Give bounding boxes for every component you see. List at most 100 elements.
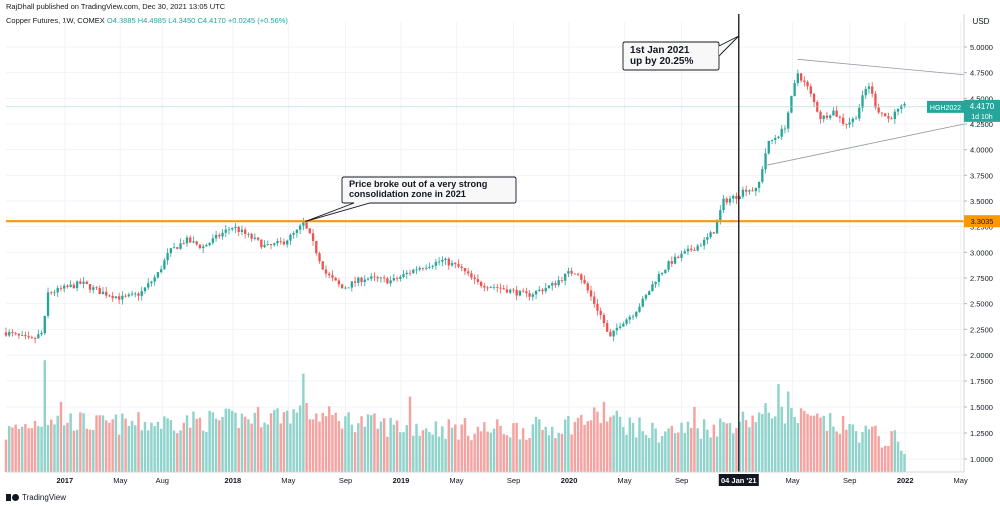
- volume-bar: [499, 426, 502, 472]
- volume-bar: [473, 433, 476, 472]
- candle-body: [606, 323, 609, 332]
- candle-body: [72, 284, 76, 289]
- volume-bar: [276, 408, 279, 472]
- volume-bar: [761, 414, 764, 472]
- volume-bar: [874, 425, 877, 472]
- candle-body: [163, 260, 166, 270]
- candle-body: [518, 290, 522, 296]
- candle-body: [224, 229, 227, 233]
- candle-body: [793, 83, 796, 96]
- candle-body: [279, 241, 282, 242]
- volume-bar: [502, 434, 505, 472]
- candle-body: [298, 225, 302, 230]
- candle-body: [53, 292, 56, 294]
- volume-bar: [887, 446, 890, 472]
- volume-bar: [201, 430, 205, 472]
- candle-body: [140, 291, 143, 296]
- volume-bar: [896, 441, 900, 472]
- volume-bar: [531, 424, 535, 472]
- candle-body: [334, 277, 337, 281]
- volume-bar: [156, 421, 160, 472]
- candle-body: [176, 247, 179, 249]
- volume-bar: [680, 422, 683, 472]
- candle-body: [657, 274, 661, 282]
- volume-bar: [466, 435, 470, 472]
- candle-body: [311, 233, 315, 241]
- candle-body: [871, 86, 874, 94]
- volume-bar: [538, 419, 541, 472]
- volume-bar: [858, 442, 861, 472]
- candle-body: [444, 258, 447, 260]
- volume-bar: [392, 424, 396, 472]
- candle-body: [98, 288, 101, 295]
- volume-bar: [441, 426, 444, 472]
- volume-bar: [686, 421, 690, 472]
- volume-bar: [615, 410, 619, 472]
- y-tick-label: 3.7500: [970, 171, 993, 180]
- candle-body: [408, 272, 412, 274]
- candle-body: [644, 295, 648, 299]
- candle-body: [544, 288, 547, 292]
- candle-body: [331, 275, 334, 278]
- volume-bar: [214, 418, 218, 472]
- volume-bar: [777, 384, 780, 472]
- y-tick-label: 3.5000: [970, 197, 993, 206]
- candle-body: [696, 245, 699, 251]
- symbol-info[interactable]: Copper Futures, 1W, COMEX: [6, 16, 105, 25]
- volume-bar: [670, 425, 674, 472]
- volume-bar: [331, 415, 334, 472]
- candle-body: [690, 248, 693, 251]
- volume-bar: [395, 420, 399, 472]
- volume-bar: [37, 426, 40, 472]
- volume-bar: [263, 422, 266, 472]
- candle-body: [366, 278, 370, 280]
- candle-body: [880, 112, 884, 114]
- candle-body: [4, 332, 8, 336]
- volume-bar: [92, 429, 95, 472]
- volume-bar: [751, 415, 754, 472]
- volume-bar: [870, 426, 874, 472]
- volume-bar: [208, 410, 211, 472]
- volume-bar: [24, 424, 27, 472]
- candle-body: [654, 281, 657, 285]
- candle-body: [725, 198, 728, 203]
- candle-body: [767, 140, 770, 154]
- volume-bar: [790, 408, 793, 472]
- annotation-2021-callout: [622, 41, 720, 71]
- candle-body: [463, 268, 467, 272]
- annotation-breakout-text: Price broke out of a very strong: [349, 179, 487, 189]
- candle-body: [596, 303, 599, 311]
- volume-series: [4, 360, 906, 472]
- level-price-label: 3.3035: [971, 217, 994, 226]
- volume-bar: [470, 440, 473, 472]
- volume-bar: [573, 421, 577, 472]
- y-tick-label: 2.0000: [970, 351, 993, 360]
- candle-body: [30, 337, 34, 339]
- volume-bar: [460, 424, 463, 472]
- candle-body: [353, 281, 357, 283]
- volume-bar: [841, 416, 845, 472]
- candle-body: [738, 196, 741, 199]
- annotation-2021-text: up by 20.25%: [630, 56, 693, 67]
- y-tick-label: 1.0000: [970, 455, 993, 464]
- volume-bar: [72, 430, 76, 472]
- volume-bar: [583, 424, 586, 472]
- candle-body: [602, 314, 606, 324]
- volume-bar: [166, 418, 169, 472]
- x-tick-label: 2019: [393, 476, 410, 485]
- candle-body: [11, 332, 14, 333]
- candle-body: [476, 279, 480, 282]
- candle-body: [69, 284, 72, 287]
- candle-body: [838, 116, 842, 118]
- tradingview-logo[interactable]: TradingView: [6, 493, 66, 502]
- volume-bar: [169, 420, 173, 472]
- volume-bar: [457, 439, 460, 472]
- candle-body: [105, 291, 108, 296]
- candle-body: [376, 277, 379, 279]
- candle-body: [783, 128, 787, 130]
- candle-body: [386, 278, 389, 284]
- volume-bar: [515, 422, 518, 472]
- candle-body: [492, 287, 496, 288]
- volume-bar: [596, 411, 599, 472]
